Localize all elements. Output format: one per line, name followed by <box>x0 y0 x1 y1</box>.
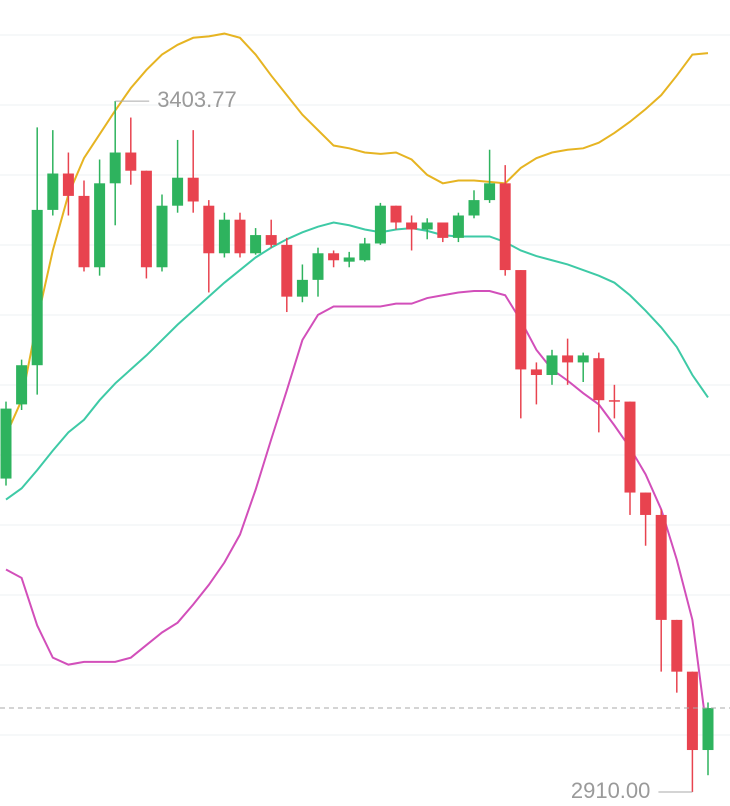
candle-body <box>624 401 636 493</box>
candle-body <box>671 619 683 672</box>
candle-body <box>78 195 90 268</box>
candle-body <box>328 253 340 261</box>
candle-body <box>187 177 199 202</box>
candle-body <box>655 514 667 620</box>
candle-body <box>390 205 402 223</box>
candle-body <box>172 177 184 206</box>
candle-body <box>452 215 464 238</box>
candle-body <box>640 492 652 515</box>
candle-body <box>359 243 371 261</box>
candle-body <box>218 219 230 254</box>
candle-body <box>281 244 293 297</box>
candle-body <box>421 222 433 230</box>
candle-body <box>234 219 246 254</box>
candle-body <box>515 270 527 370</box>
candle-body <box>203 205 215 254</box>
candle-body <box>47 173 59 210</box>
candle-body <box>577 355 589 363</box>
candle-body <box>16 365 28 405</box>
candle-body <box>296 279 308 297</box>
candle-body <box>109 152 121 184</box>
candle-body <box>468 200 480 216</box>
annotation-label: 3403.77 <box>157 87 237 112</box>
candle-body <box>499 183 511 271</box>
candle-body <box>406 222 418 230</box>
band-line <box>5 290 709 741</box>
band-line <box>5 221 709 501</box>
candle-body <box>562 355 574 363</box>
band-line <box>5 32 709 436</box>
candle-body <box>702 708 714 751</box>
candle-body <box>62 173 74 196</box>
candle-body <box>125 152 137 171</box>
candle-body <box>686 671 698 751</box>
annotation-label: 2910.00 <box>571 778 651 803</box>
candle-body <box>593 358 605 401</box>
candle-body <box>0 408 12 479</box>
candle-body <box>156 205 168 268</box>
candle-body <box>140 170 152 268</box>
candle-body <box>437 222 449 238</box>
candle-body <box>343 257 355 262</box>
candle-body <box>31 209 43 366</box>
candle-body <box>530 369 542 376</box>
candle-body <box>250 235 262 254</box>
candle-body <box>94 183 106 268</box>
candle-body <box>546 355 558 376</box>
candle-body <box>374 205 386 244</box>
grid <box>0 34 730 736</box>
candle-body <box>265 235 277 245</box>
candle-body <box>608 400 620 402</box>
candle-body <box>484 183 496 201</box>
candle-body <box>312 253 324 280</box>
